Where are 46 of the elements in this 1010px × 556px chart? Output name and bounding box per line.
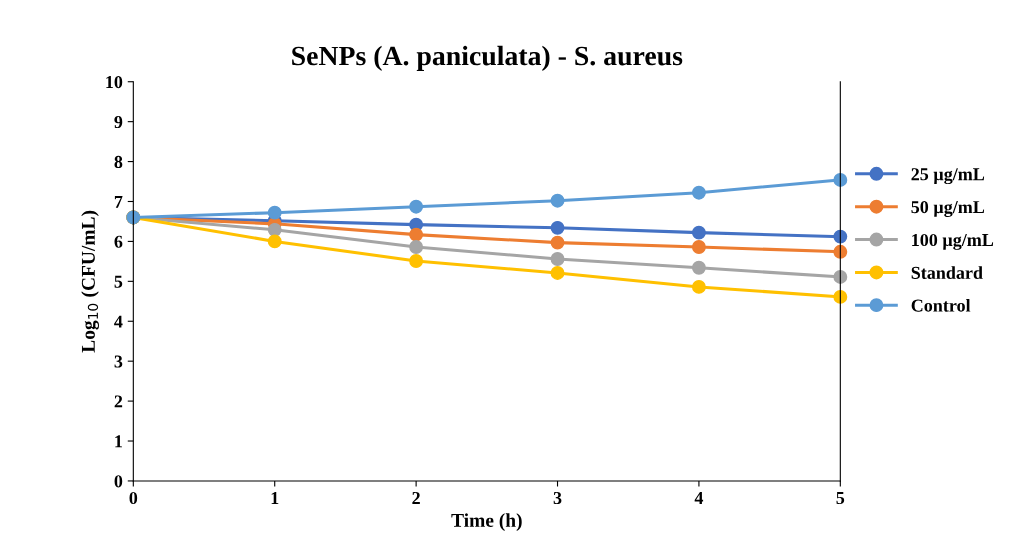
point [267,205,282,220]
point [550,220,565,235]
point [409,254,424,268]
chart-title: SeNPs (A. paniculata) - S. aureus [292,45,683,71]
point [409,227,424,242]
y-tick-label: 8 [114,155,123,169]
y-tick-label: 0 [114,475,123,488]
point [833,289,848,304]
point [833,269,848,284]
point [833,244,848,259]
legend-label: 50 µg/mL [911,201,985,217]
y-tick-label: 10 [106,75,123,89]
x-axis-title: Time (h) [451,513,522,531]
point [550,266,565,280]
y-tick-label: 1 [115,435,122,448]
point [550,193,565,208]
y-tick-label: 9 [114,115,123,129]
point [409,199,424,214]
x-tick-label: 5 [836,492,845,505]
y-axis-title: Log$_{10}$ (CFU/mL) [81,210,99,353]
x-tick-label: 0 [129,491,138,505]
y-tick-label: 2 [114,395,123,408]
point [691,279,706,294]
y-tick-label: 4 [114,315,123,328]
point [409,240,424,254]
x-tick-label: 2 [412,491,420,504]
legend-label: 100 µg/mL [912,233,994,250]
x-tick-label: 1 [271,491,279,504]
legend-label: 25 µg/mL [911,168,985,185]
y-tick-label: 7 [114,195,123,208]
point [550,252,565,266]
point [267,234,282,249]
x-tick-label: 4 [694,492,704,504]
y-tick-label: 6 [114,235,123,248]
legend-label: Control [911,298,971,312]
point [833,172,848,187]
point [691,240,706,254]
y-tick-label: 5 [114,275,123,288]
point [267,222,282,237]
x-tick-label: 3 [553,491,562,505]
legend-label: Standard [911,266,983,279]
point [550,235,565,250]
point [691,225,706,240]
y-tick-label: 3 [114,355,123,368]
point [691,185,706,200]
point [691,260,706,275]
